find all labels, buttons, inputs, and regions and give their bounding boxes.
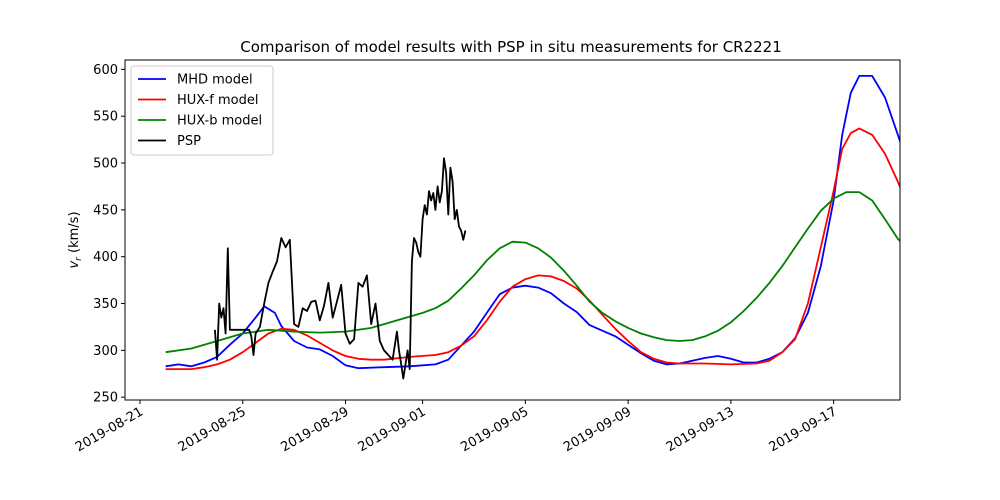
series-line-mhd-model [165, 75, 900, 370]
legend-label: MHD model [177, 73, 253, 88]
series-line-hux-f-model [165, 127, 900, 370]
y-tick-label: 550 [93, 110, 118, 125]
y-axis-label-unit: (km/s) [67, 211, 82, 257]
y-tick-label: 250 [93, 391, 118, 406]
legend: MHD model HUX-f model HUX-b model PSP [130, 65, 274, 156]
y-axis-label-subscript: r [74, 256, 84, 261]
y-axis-label-symbol: v [67, 261, 82, 269]
plot-frame [124, 59, 901, 401]
legend-label: HUX-b model [177, 114, 262, 129]
legend-label: PSP [177, 134, 201, 149]
y-tick-label: 400 [93, 250, 118, 265]
y-tick-label: 500 [93, 157, 118, 172]
y-tick-label: 450 [93, 203, 118, 218]
y-tick-label: 300 [93, 344, 118, 359]
legend-label: HUX-f model [177, 93, 258, 108]
y-tick-label: 600 [93, 63, 118, 78]
chart-title: Comparison of model results with PSP in … [240, 38, 782, 56]
y-axis: 250 300 350 400 450 500 550 600 [93, 63, 125, 406]
series-line-psp [214, 157, 467, 380]
y-axis-label: vr (km/s) [67, 211, 84, 268]
legend-box [130, 65, 274, 156]
y-tick-label: 350 [93, 297, 118, 312]
series-line-hux-b-model [165, 191, 900, 354]
series-layer [165, 75, 900, 380]
